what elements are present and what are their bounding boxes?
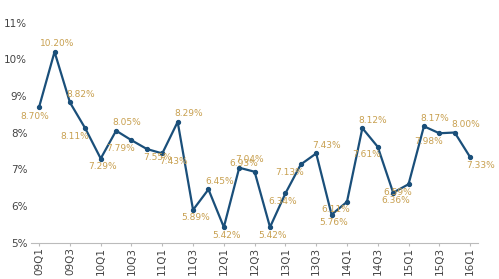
Text: 7.98%: 7.98%	[414, 137, 443, 146]
Text: 7.04%: 7.04%	[236, 155, 264, 164]
Text: 5.42%: 5.42%	[212, 231, 241, 240]
Text: 7.55%: 7.55%	[143, 153, 172, 162]
Text: 8.12%: 8.12%	[359, 116, 387, 124]
Text: 7.13%: 7.13%	[275, 168, 304, 177]
Text: 5.89%: 5.89%	[181, 213, 210, 222]
Text: 8.05%: 8.05%	[112, 118, 141, 127]
Text: 6.36%: 6.36%	[381, 196, 410, 205]
Text: 6.59%: 6.59%	[383, 188, 412, 197]
Text: 8.29%: 8.29%	[174, 109, 203, 118]
Text: 5.76%: 5.76%	[319, 218, 348, 227]
Text: 7.61%: 7.61%	[353, 150, 381, 159]
Text: 7.43%: 7.43%	[159, 157, 187, 166]
Text: 7.79%: 7.79%	[106, 144, 135, 153]
Text: 7.43%: 7.43%	[313, 141, 341, 150]
Text: 8.82%: 8.82%	[66, 90, 95, 99]
Text: 8.00%: 8.00%	[451, 120, 480, 129]
Text: 6.45%: 6.45%	[205, 177, 234, 186]
Text: 8.70%: 8.70%	[20, 112, 49, 121]
Text: 7.33%: 7.33%	[467, 161, 495, 170]
Text: 5.42%: 5.42%	[258, 231, 286, 240]
Text: 6.34%: 6.34%	[269, 197, 297, 206]
Text: 6.93%: 6.93%	[230, 159, 258, 168]
Text: 6.11%: 6.11%	[322, 205, 351, 214]
Text: 8.17%: 8.17%	[420, 114, 449, 123]
Text: 8.11%: 8.11%	[60, 132, 89, 141]
Text: 7.29%: 7.29%	[89, 162, 117, 171]
Text: 10.20%: 10.20%	[39, 39, 74, 48]
